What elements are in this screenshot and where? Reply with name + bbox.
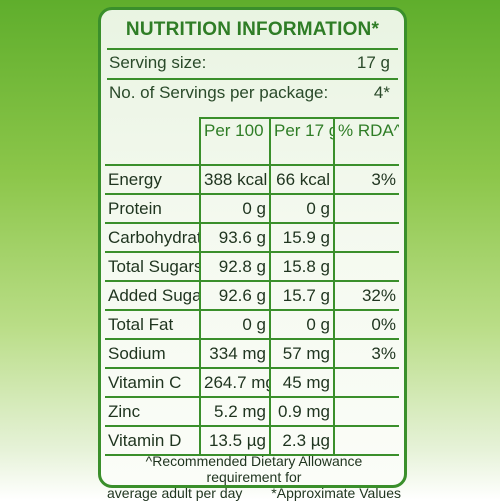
value-per100: 0 g	[199, 309, 271, 340]
value-rda: 0%	[333, 309, 399, 340]
value-rda	[333, 251, 399, 282]
value-per100: 13.5 µg	[199, 425, 271, 456]
footnote-adult: average adult per day	[107, 485, 243, 501]
table-row: Sodium 334 mg 57 mg 3%	[105, 338, 399, 369]
column-header-per100: Per 100 g	[199, 117, 271, 166]
table-row: Vitamin C 264.7 mg 45 mg	[105, 367, 399, 398]
value-per17: 15.9 g	[269, 222, 335, 253]
value-per100: 388 kcal	[199, 164, 271, 195]
nutrient-name: Vitamin D	[105, 425, 201, 456]
nutrient-name: Vitamin C	[105, 367, 201, 398]
footnote-rda: ^Recommended Dietary Allowance requireme…	[145, 453, 363, 485]
value-rda: 32%	[333, 280, 399, 311]
value-per100: 334 mg	[199, 338, 271, 369]
column-header-per17: Per 17 g	[269, 117, 335, 166]
value-per100: 0 g	[199, 193, 271, 224]
table-row: Total Sugars 92.8 g 15.8 g	[105, 251, 399, 282]
nutrition-table: Per 100 g Per 17 g % RDA^ per serve Ener…	[105, 117, 399, 456]
serving-size-value: 17 g	[356, 53, 390, 72]
serving-size-label: Serving size:	[109, 53, 207, 72]
servings-count-label: No. of Servings per package:	[109, 83, 329, 102]
value-per17: 0.9 mg	[269, 396, 335, 427]
value-per100: 264.7 mg	[199, 367, 271, 398]
value-per17: 2.3 µg	[269, 425, 335, 456]
servings-count-value: 4*	[373, 83, 390, 102]
value-per17: 66 kcal	[269, 164, 335, 195]
divider	[107, 48, 398, 50]
table-row: Vitamin D 13.5 µg 2.3 µg	[105, 425, 399, 456]
nutrient-name: Carbohydrate	[105, 222, 201, 253]
value-per100: 5.2 mg	[199, 396, 271, 427]
table-row: Energy 388 kcal 66 kcal 3%	[105, 164, 399, 195]
value-per100: 92.6 g	[199, 280, 271, 311]
value-rda	[333, 367, 399, 398]
value-rda	[333, 193, 399, 224]
nutrition-title: NUTRITION INFORMATION*	[125, 19, 380, 40]
value-per17: 0 g	[269, 193, 335, 224]
footnote-row: average adult per day *Approximate Value…	[107, 485, 401, 501]
value-rda: 3%	[333, 164, 399, 195]
header-blank	[105, 118, 201, 166]
value-per17: 0 g	[269, 309, 335, 340]
value-per17: 57 mg	[269, 338, 335, 369]
nutrition-panel: NUTRITION INFORMATION* Serving size: 17 …	[98, 7, 407, 501]
value-rda: 3%	[333, 338, 399, 369]
value-rda	[333, 425, 399, 456]
divider	[107, 78, 398, 80]
value-per100: 92.8 g	[199, 251, 271, 282]
value-rda	[333, 396, 399, 427]
nutrient-name: Added Sugars	[105, 280, 201, 311]
nutrient-name: Total Fat	[105, 309, 201, 340]
column-header-rda: % RDA^ per serve	[333, 117, 399, 166]
table-row: Carbohydrate93.6 g15.9 g	[105, 222, 399, 253]
value-per17: 15.7 g	[269, 280, 335, 311]
footnote-approx: *Approximate Values	[271, 485, 401, 501]
nutrient-name: Energy	[105, 164, 201, 195]
value-rda	[333, 222, 399, 253]
table-header-row: Per 100 g Per 17 g % RDA^ per serve	[105, 117, 399, 166]
nutrient-name: Total Sugars	[105, 251, 201, 282]
value-per100: 93.6 g	[199, 222, 271, 253]
value-per17: 45 mg	[269, 367, 335, 398]
footnotes: ^Recommended Dietary Allowance requireme…	[107, 453, 401, 501]
nutrient-name: Sodium	[105, 338, 201, 369]
table-row: Zinc 5.2 mg 0.9 mg	[105, 396, 399, 427]
nutrient-name: Zinc	[105, 396, 201, 427]
nutrient-name: Protein	[105, 193, 201, 224]
value-per17: 15.8 g	[269, 251, 335, 282]
